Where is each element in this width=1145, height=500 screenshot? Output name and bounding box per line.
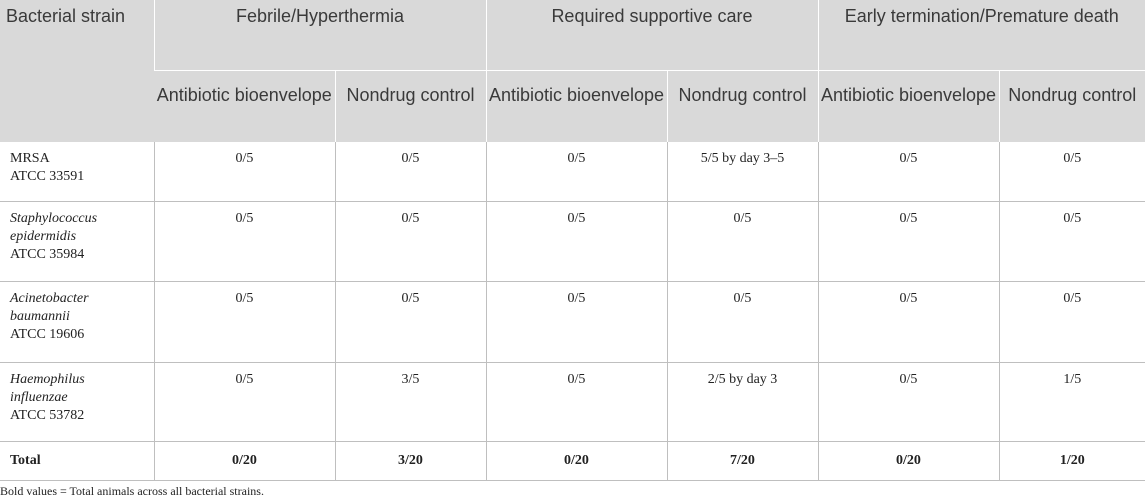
strain-species: epidermidis (10, 228, 77, 244)
table-body: MRSA ATCC 33591 0/5 0/5 0/5 5/5 by day 3… (0, 142, 1145, 481)
subheader-antibiotic-bioenvelope: Antibiotic bioenvelope (817, 69, 999, 142)
subheader-nondrug-control: Nondrug control (666, 69, 818, 142)
strain-genus: Acinetobacter (10, 290, 89, 306)
subheader-nondrug-control: Nondrug control (998, 69, 1145, 142)
total-value-cell: 0/20 (485, 441, 667, 481)
header-row-groups: Bacterial strain Febrile/Hyperthermia Re… (0, 0, 1145, 142)
value-cell: 0/5 (334, 201, 486, 282)
value-cell: 0/5 (485, 201, 667, 282)
strain-cell: MRSA ATCC 33591 (0, 142, 154, 202)
value-cell: 3/5 (334, 362, 486, 442)
group-header-early-termination: Early termination/Premature death (817, 0, 1145, 70)
strain-cell: Acinetobacter baumannii ATCC 19606 (0, 281, 154, 363)
strain-genus: Haemophilus (10, 371, 85, 387)
strain-species: baumannii (10, 308, 70, 324)
value-cell: 0/5 (998, 142, 1145, 202)
value-cell: 2/5 by day 3 (666, 362, 818, 442)
group-header-supportive-care: Required supportive care (485, 0, 818, 70)
value-cell: 0/5 (153, 201, 335, 282)
total-label: Total (0, 441, 154, 481)
total-value-cell: 3/20 (334, 441, 486, 481)
value-cell: 0/5 (485, 142, 667, 202)
value-cell: 0/5 (153, 362, 335, 442)
subheader-antibiotic-bioenvelope: Antibiotic bioenvelope (154, 69, 335, 142)
strain-cell: Haemophilus influenzae ATCC 53782 (0, 362, 154, 442)
value-cell: 5/5 by day 3–5 (666, 142, 818, 202)
value-cell: 0/5 (998, 201, 1145, 282)
strain-atcc: ATCC 53782 (10, 407, 85, 423)
strain-species: influenzae (10, 389, 68, 405)
table-footnote: Bold values = Total animals across all b… (0, 484, 264, 498)
value-cell: 0/5 (666, 201, 818, 282)
group-header-febrile: Febrile/Hyperthermia (153, 0, 486, 70)
value-cell: 0/5 (153, 281, 335, 363)
total-value-cell: 7/20 (666, 441, 818, 481)
strain-atcc: ATCC 35984 (10, 246, 85, 262)
value-cell: 0/5 (334, 281, 486, 363)
subheader-antibiotic-bioenvelope: Antibiotic bioenvelope (485, 69, 667, 142)
value-cell: 0/5 (817, 142, 999, 202)
value-cell: 0/5 (153, 142, 335, 202)
value-cell: 0/5 (817, 362, 999, 442)
value-cell: 1/5 (998, 362, 1145, 442)
strain-cell: Staphylococcus epidermidis ATCC 35984 (0, 201, 154, 282)
strain-atcc: ATCC 33591 (10, 169, 85, 184)
table-row: Staphylococcus epidermidis ATCC 35984 0/… (0, 201, 1145, 282)
table-row: Acinetobacter baumannii ATCC 19606 0/5 0… (0, 281, 1145, 363)
value-cell: 0/5 (485, 362, 667, 442)
strain-column-header: Bacterial strain (0, 0, 154, 142)
strain-name: MRSA (10, 151, 50, 166)
results-table: Bacterial strain Febrile/Hyperthermia Re… (0, 0, 1145, 481)
header-row-subgroups: Antibiotic bioenvelope Nondrug control A… (0, 69, 1145, 142)
table-row: MRSA ATCC 33591 0/5 0/5 0/5 5/5 by day 3… (0, 142, 1145, 202)
strain-atcc: ATCC 19606 (10, 326, 85, 342)
value-cell: 0/5 (998, 281, 1145, 363)
total-value-cell: 0/20 (153, 441, 335, 481)
strain-genus: Staphylococcus (10, 210, 98, 226)
subheader-nondrug-control: Nondrug control (334, 69, 486, 142)
table-row: Haemophilus influenzae ATCC 53782 0/5 3/… (0, 362, 1145, 442)
value-cell: 0/5 (817, 201, 999, 282)
value-cell: 0/5 (334, 142, 486, 202)
value-cell: 0/5 (817, 281, 999, 363)
total-value-cell: 1/20 (998, 441, 1145, 481)
value-cell: 0/5 (666, 281, 818, 363)
table-header: Bacterial strain Febrile/Hyperthermia Re… (0, 0, 1145, 142)
total-value-cell: 0/20 (817, 441, 999, 481)
value-cell: 0/5 (485, 281, 667, 363)
total-row: Total 0/20 3/20 0/20 7/20 0/20 1/20 (0, 441, 1145, 481)
